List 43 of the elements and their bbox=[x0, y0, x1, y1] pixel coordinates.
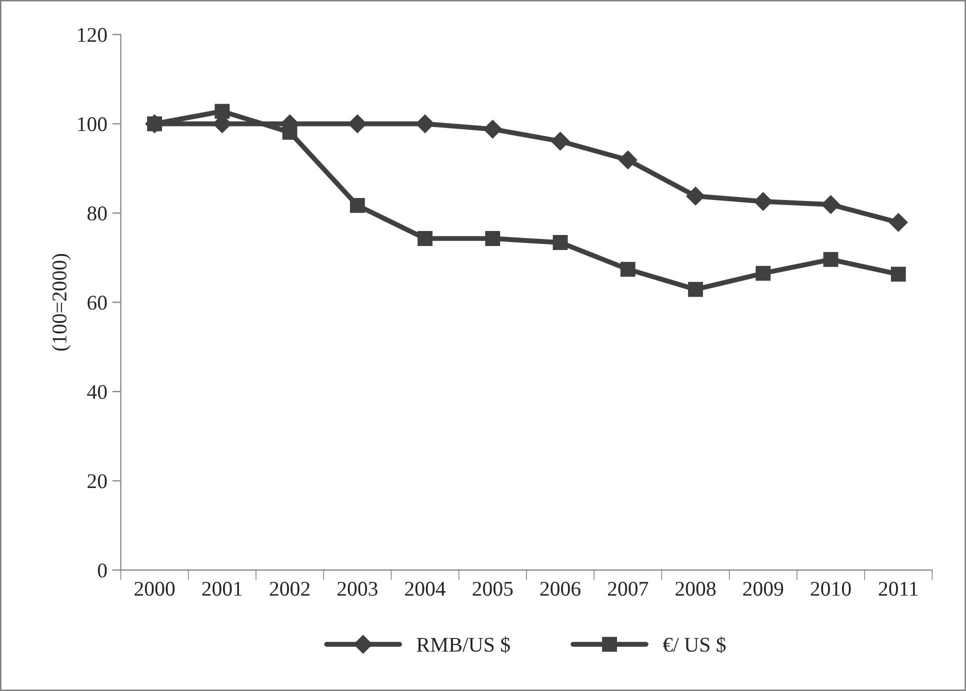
x-tick-label: 2007 bbox=[608, 582, 648, 596]
point bbox=[348, 114, 367, 134]
x-tick-label: 2002 bbox=[270, 582, 310, 596]
y-tick-label: 60 bbox=[88, 296, 107, 310]
point bbox=[688, 282, 703, 297]
legend-label: RMB/US $ bbox=[416, 636, 510, 654]
point bbox=[350, 198, 365, 213]
point bbox=[754, 192, 772, 211]
point bbox=[418, 231, 433, 246]
y-tick-label: 40 bbox=[87, 384, 107, 399]
y-axis-title: (100=2000) bbox=[52, 254, 71, 351]
point bbox=[756, 266, 771, 281]
point bbox=[552, 235, 568, 250]
point bbox=[890, 266, 906, 282]
x-tick-label: 2008 bbox=[676, 582, 716, 596]
point bbox=[889, 213, 908, 232]
y-tick-label: 120 bbox=[78, 28, 107, 42]
point bbox=[483, 120, 502, 139]
point bbox=[147, 116, 162, 132]
x-tick-label: 2000 bbox=[134, 582, 175, 596]
point bbox=[823, 252, 838, 267]
x-tick-label: 2009 bbox=[743, 582, 784, 596]
point bbox=[282, 124, 298, 140]
x-tick-label: 2003 bbox=[338, 582, 378, 596]
y-tick-label: 0 bbox=[98, 563, 107, 578]
point bbox=[686, 186, 705, 206]
x-tick-label: 2004 bbox=[405, 582, 446, 596]
x-tick-label: 2010 bbox=[810, 582, 851, 596]
legend-label: €/ US $ bbox=[662, 636, 726, 654]
point bbox=[620, 262, 636, 277]
y-tick-label: 80 bbox=[88, 206, 107, 220]
point bbox=[214, 104, 230, 119]
x-tick-label: 2006 bbox=[540, 582, 580, 596]
y-tick-label: 20 bbox=[88, 474, 107, 488]
point bbox=[485, 231, 500, 246]
point bbox=[618, 150, 638, 170]
point bbox=[416, 114, 434, 134]
point bbox=[550, 132, 570, 151]
x-tick-label: 2011 bbox=[878, 582, 918, 596]
point bbox=[821, 195, 840, 214]
x-tick-label: 2005 bbox=[472, 582, 513, 596]
x-tick-label: 2001 bbox=[202, 582, 242, 596]
y-tick-label: 100 bbox=[78, 117, 107, 132]
